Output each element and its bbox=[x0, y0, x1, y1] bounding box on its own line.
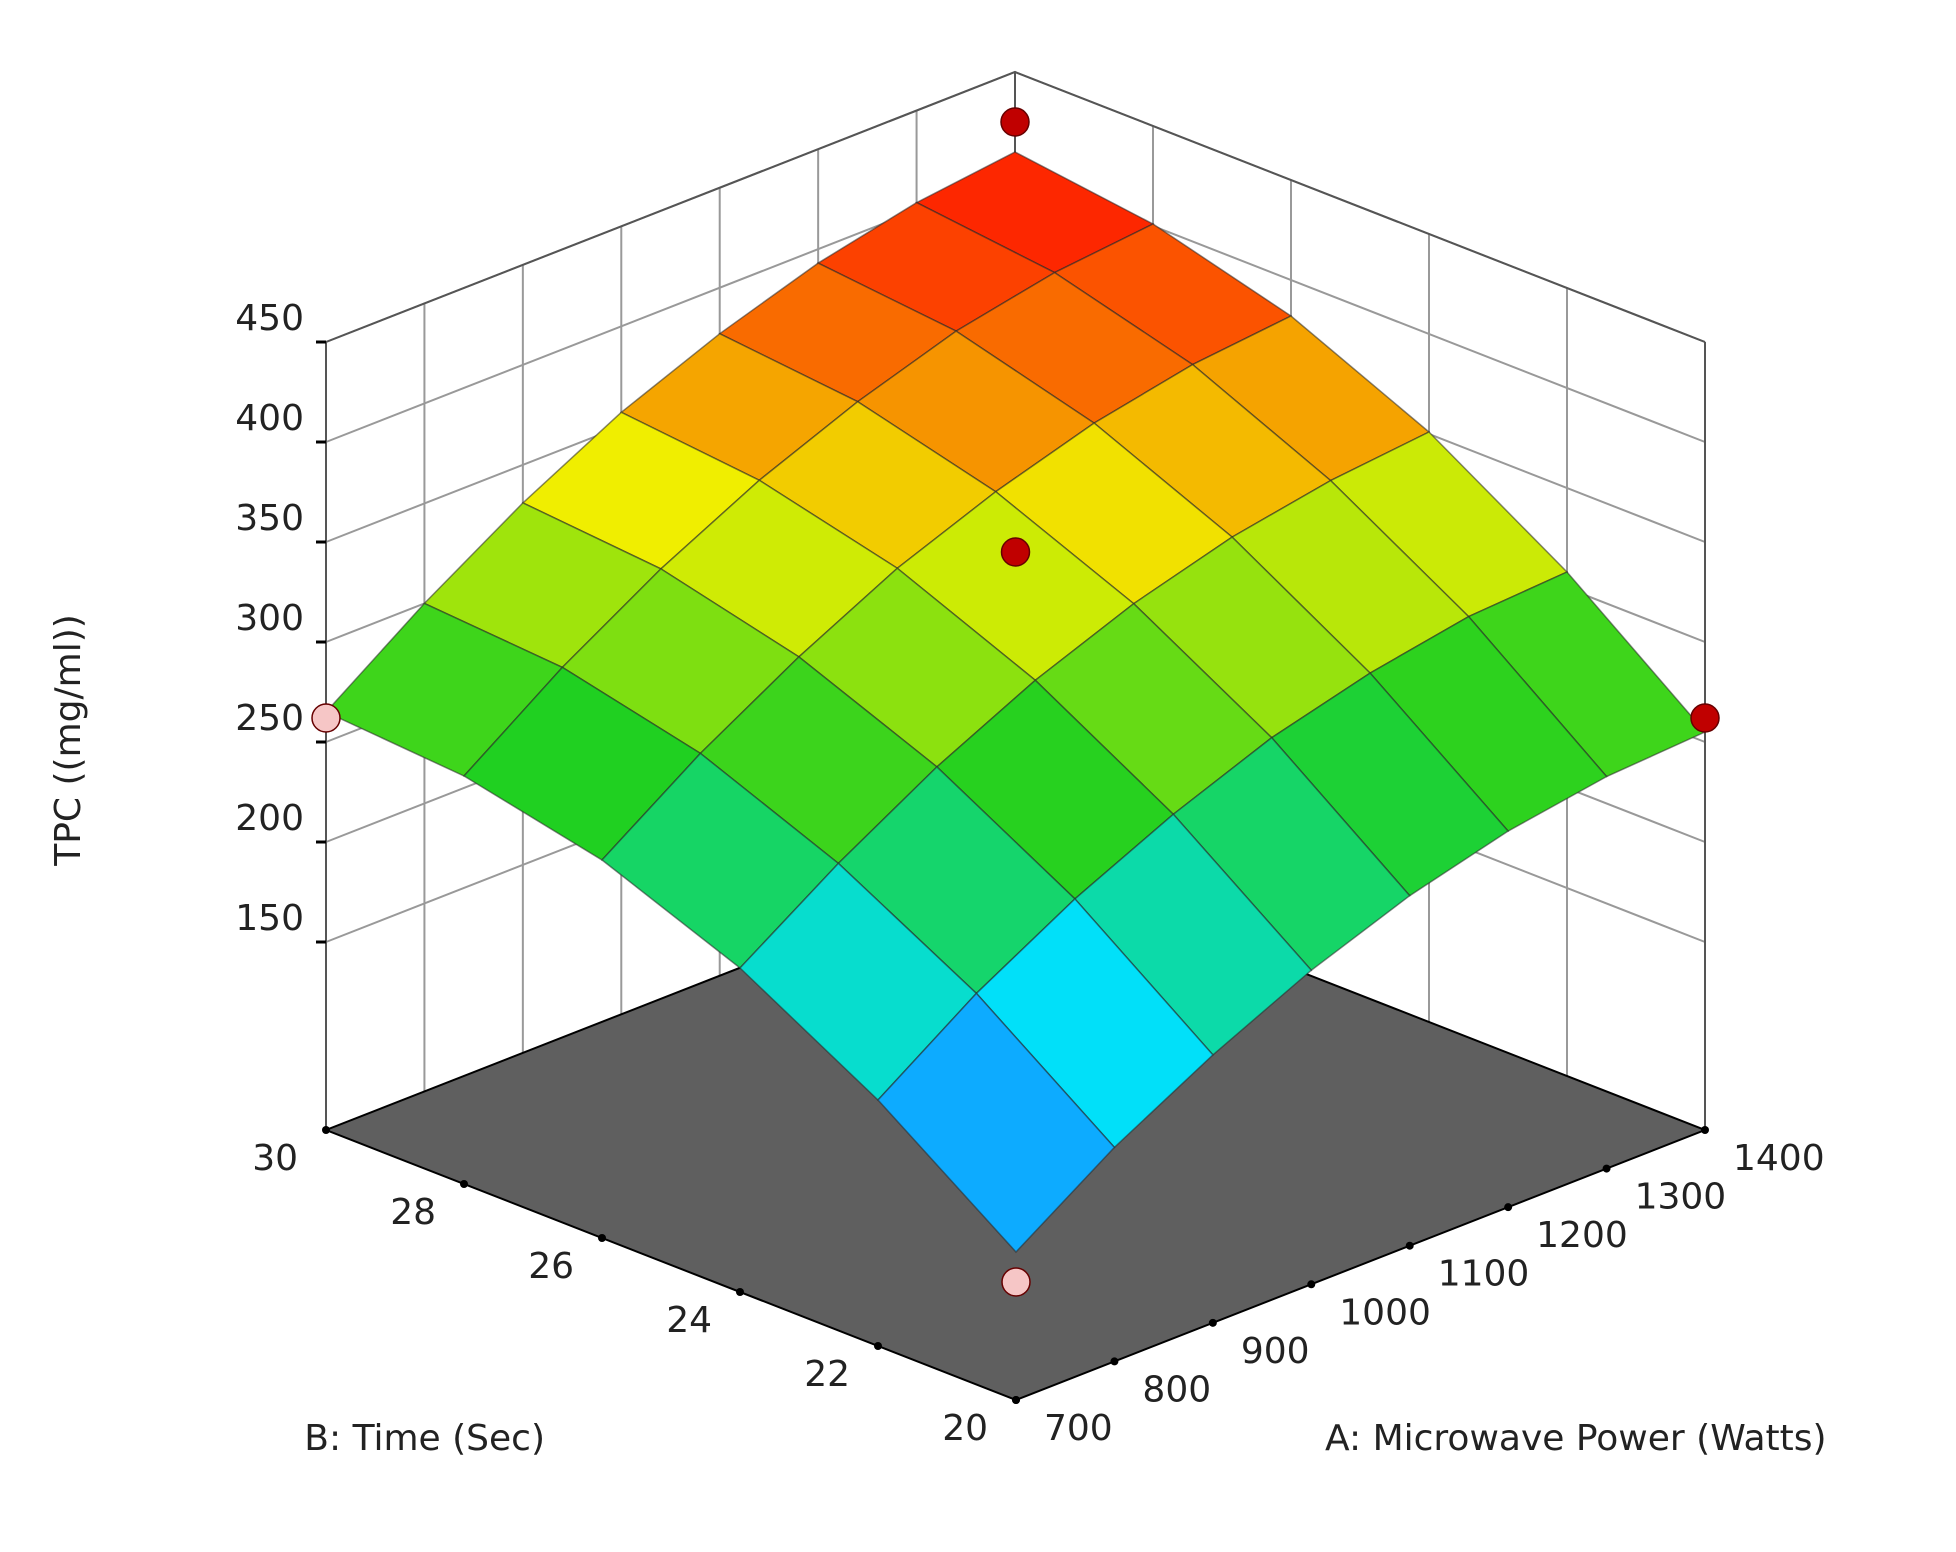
x-tick-label: 800 bbox=[1142, 1369, 1211, 1410]
x-tick bbox=[1208, 1318, 1217, 1327]
y-tick bbox=[598, 1234, 606, 1242]
x-tick-label: 900 bbox=[1241, 1331, 1310, 1372]
x-tick bbox=[1504, 1203, 1513, 1212]
z-tick-label: 300 bbox=[235, 598, 304, 639]
design-point bbox=[1000, 107, 1030, 137]
x-tick-label: 1100 bbox=[1438, 1254, 1530, 1295]
z-tick-label: 450 bbox=[235, 298, 304, 339]
design-point bbox=[1000, 537, 1031, 567]
z-tick-label: 400 bbox=[235, 398, 304, 439]
y-axis-label: B: Time (Sec) bbox=[304, 1418, 545, 1459]
surface-patch bbox=[876, 992, 1116, 1254]
y-tick-label: 30 bbox=[252, 1138, 298, 1179]
x-tick bbox=[1602, 1164, 1611, 1173]
y-tick bbox=[1012, 1396, 1020, 1404]
design-point bbox=[311, 703, 341, 733]
y-tick-label: 22 bbox=[804, 1354, 850, 1395]
x-tick bbox=[1307, 1280, 1316, 1289]
x-tick bbox=[1405, 1241, 1414, 1250]
y-tick-label: 26 bbox=[528, 1246, 574, 1287]
design-point bbox=[1001, 1267, 1031, 1297]
y-tick bbox=[736, 1288, 744, 1296]
y-tick-label: 24 bbox=[666, 1300, 712, 1341]
x-tick-label: 1400 bbox=[1733, 1138, 1825, 1179]
y-tick-label: 20 bbox=[942, 1408, 988, 1449]
x-tick bbox=[1701, 1126, 1709, 1134]
z-tick-label: 150 bbox=[235, 898, 304, 939]
x-tick-label: 1300 bbox=[1635, 1177, 1727, 1218]
z-tick-label: 250 bbox=[235, 698, 304, 739]
x-axis-label: A: Microwave Power (Watts) bbox=[1325, 1418, 1827, 1459]
y-tick bbox=[874, 1342, 882, 1350]
z-tick-label: 200 bbox=[235, 798, 304, 839]
y-tick bbox=[322, 1126, 330, 1134]
y-tick-label: 28 bbox=[390, 1192, 436, 1233]
x-tick bbox=[1110, 1357, 1119, 1366]
design-point bbox=[1690, 703, 1720, 733]
z-axis-label: TPC ((mg/ml)) bbox=[48, 614, 89, 867]
y-tick bbox=[460, 1180, 468, 1188]
z-tick-label: 350 bbox=[235, 498, 304, 539]
x-tick-label: 1200 bbox=[1536, 1215, 1628, 1256]
wall-edge bbox=[325, 70, 1706, 343]
x-tick-label: 700 bbox=[1044, 1408, 1113, 1449]
x-tick-label: 1000 bbox=[1339, 1292, 1431, 1333]
